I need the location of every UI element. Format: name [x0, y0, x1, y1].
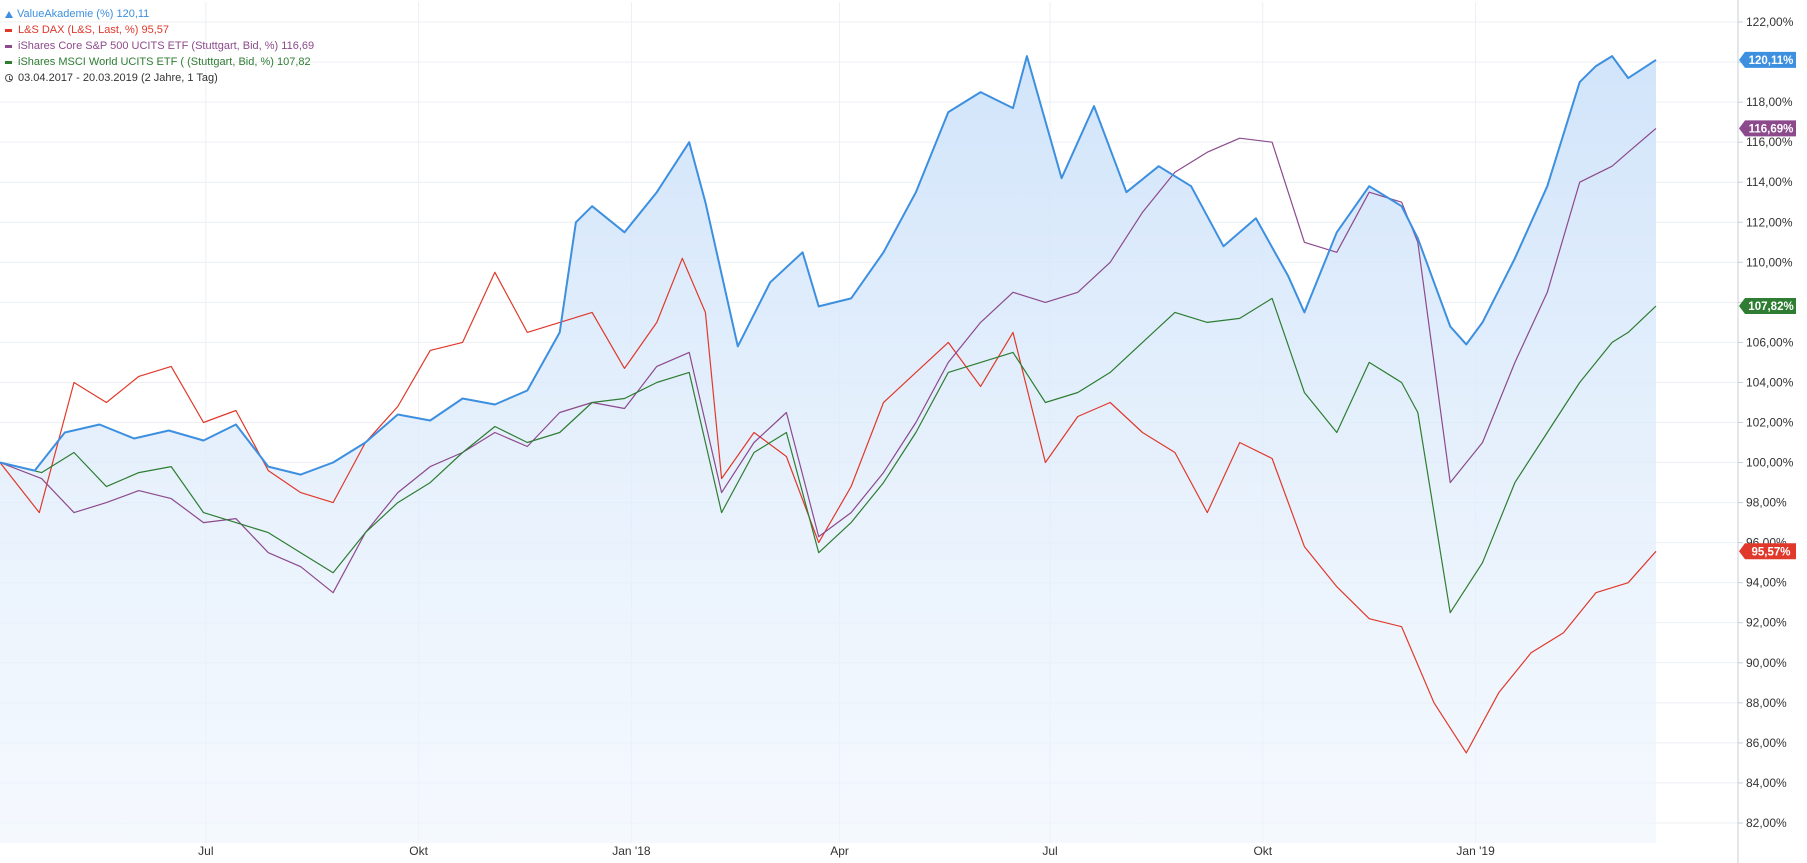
y-tick-label: 106,00% — [1746, 335, 1794, 349]
series-line[interactable] — [0, 297, 1657, 614]
x-tick-label: Okt — [409, 844, 428, 858]
y-tick-label: 84,00% — [1746, 776, 1787, 790]
area-series-icon — [5, 10, 13, 18]
badge-label: 116,69% — [1749, 123, 1794, 135]
x-axis-ticks: Jul Okt Jan '18 Apr Jul Okt Jan '19 — [198, 844, 1495, 858]
y-tick-label: 110,00% — [1746, 255, 1793, 269]
y-tick-label: 122,00% — [1746, 15, 1794, 29]
y-tick-label: 118,00% — [1746, 95, 1793, 109]
line-series-icon — [5, 28, 12, 32]
legend-value: 116,69 — [281, 40, 315, 52]
legend-value: 95,57 — [141, 24, 170, 36]
lines-layer — [0, 55, 1657, 754]
badge-label: 95,57% — [1751, 546, 1790, 558]
x-tick-label: Okt — [1253, 844, 1272, 858]
series-line[interactable] — [0, 55, 1657, 476]
line-series-icon — [5, 44, 12, 48]
legend-item-sp500[interactable]: iShares Core S&P 500 UCITS ETF (Stuttgar… — [5, 38, 314, 54]
x-tick-label: Apr — [830, 844, 849, 858]
y-tick-label: 88,00% — [1746, 696, 1787, 710]
legend-item-msci-world[interactable]: iShares MSCI World UCITS ETF ( (Stuttgar… — [5, 54, 314, 70]
end-value-badge: 95,57% — [1739, 543, 1796, 560]
badge-label: 107,82% — [1748, 301, 1793, 313]
period-info: 03.04.2017 - 20.03.2019 (2 Jahre, 1 Tag) — [5, 70, 314, 86]
y-tick-label: 116,00% — [1746, 135, 1793, 149]
end-badges: 120,11% 95,57% 116,69% 107,82% — [1739, 51, 1796, 560]
badge-label: 120,11% — [1749, 55, 1794, 67]
period-label: 03.04.2017 - 20.03.2019 (2 Jahre, 1 Tag) — [18, 72, 218, 84]
area-layer — [0, 56, 1656, 844]
legend-label: ValueAkademie (%) — [17, 8, 114, 20]
end-value-badge: 107,82% — [1739, 297, 1796, 314]
end-value-badge: 120,11% — [1739, 51, 1796, 68]
legend-value: 107,82 — [276, 56, 311, 68]
x-tick-label: Jul — [198, 844, 213, 858]
y-tick-label: 104,00% — [1746, 375, 1794, 389]
x-tick-label: Jul — [1042, 844, 1057, 858]
y-tick-label: 92,00% — [1746, 616, 1787, 630]
badge-shape — [1739, 51, 1796, 68]
y-tick-label: 86,00% — [1746, 736, 1787, 750]
legend-label: iShares MSCI World UCITS ETF ( (Stuttgar… — [18, 56, 274, 68]
y-tick-label: 90,00% — [1746, 656, 1787, 670]
line-series-icon — [5, 60, 12, 64]
clock-icon — [5, 74, 13, 82]
y-tick-label: 114,00% — [1746, 175, 1793, 189]
y-tick-label: 94,00% — [1746, 576, 1787, 590]
series-line[interactable] — [0, 257, 1657, 754]
y-tick-label: 82,00% — [1746, 816, 1787, 830]
x-tick-label: Jan '18 — [612, 844, 651, 858]
x-tick-label: Jan '19 — [1456, 844, 1495, 858]
y-axis-ticks: 82,00% 84,00% 86,00% 88,00% 90,00% 92,00% 94,0… — [1738, 15, 1794, 830]
legend: ValueAkademie (%) 120,11 L&S DAX (L&S, L… — [5, 6, 314, 86]
y-tick-label: 98,00% — [1746, 496, 1787, 510]
legend-item-valueakademie[interactable]: ValueAkademie (%) 120,11 — [5, 6, 314, 22]
legend-label: L&S DAX (L&S, Last, %) — [18, 24, 139, 36]
y-tick-label: 112,00% — [1746, 215, 1793, 229]
y-tick-label: 102,00% — [1746, 416, 1794, 430]
badge-shape — [1739, 297, 1796, 314]
legend-label: iShares Core S&P 500 UCITS ETF (Stuttgar… — [18, 40, 279, 52]
y-tick-label: 100,00% — [1746, 456, 1794, 470]
end-value-badge: 116,69% — [1739, 120, 1796, 137]
legend-value: 120,11 — [116, 8, 150, 20]
series-area-fill — [0, 56, 1656, 844]
badge-shape — [1739, 543, 1796, 560]
badge-shape — [1739, 120, 1796, 137]
legend-item-dax[interactable]: L&S DAX (L&S, Last, %) 95,57 — [5, 22, 314, 38]
